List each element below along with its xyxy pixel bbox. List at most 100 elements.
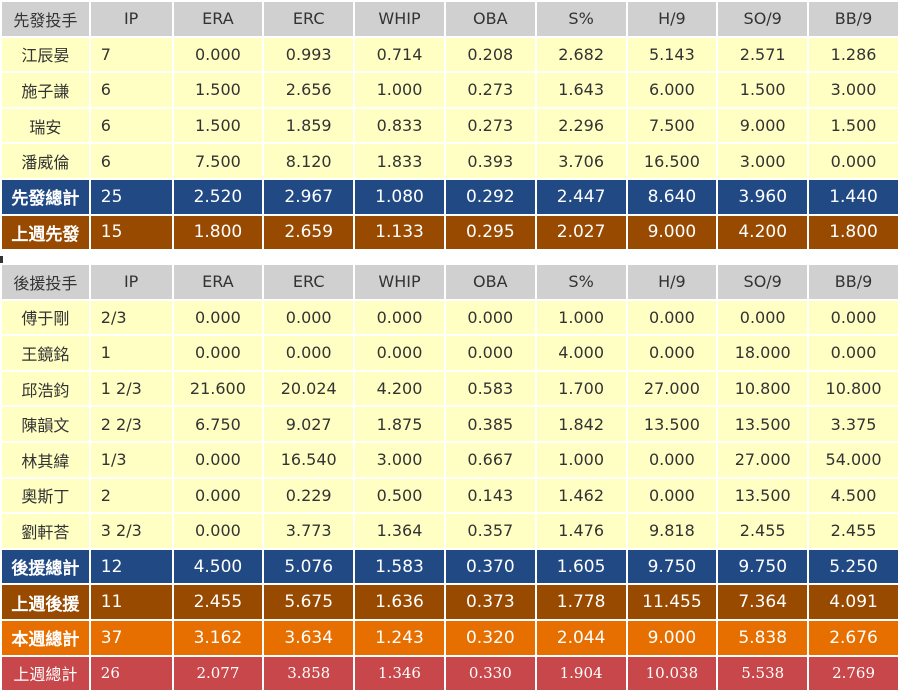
stat-cell: BB/9 — [809, 2, 898, 36]
stat-cell: 1.286 — [809, 37, 898, 72]
stat-cell: 15 — [90, 215, 172, 250]
stat-cell: 1.080 — [355, 179, 444, 214]
stat-cell: 0.000 — [718, 300, 808, 335]
stat-cell: 0.357 — [445, 514, 535, 548]
stat-cell: 13.500 — [718, 478, 808, 513]
stat-cell: 7.500 — [627, 108, 717, 143]
table-row: 施子謙 6 1.500 2.656 1.000 0.273 1.643 6.000 1.500 3… — [2, 73, 898, 107]
relievers-header-row: 後援投手 IP ERA ERC WHIP OBA S% H/9 SO/9 BB/9 — [2, 265, 898, 299]
last-week-total-row: 上週總計 26 2.077 3.858 1.346 0.330 1.904 10.038 5.5… — [2, 656, 898, 691]
relievers-total-row: 後援總計 12 4.500 5.076 1.583 0.370 1.605 9.750 9.75… — [2, 549, 898, 584]
stat-cell: 3 2/3 — [90, 514, 172, 548]
stat-cell: 11 — [90, 585, 172, 619]
stat-cell: 1.833 — [355, 144, 444, 178]
stat-cell: ERA — [173, 2, 263, 36]
relievers-last-week-row: 上週後援 11 2.455 5.675 1.636 0.373 1.778 11.455 7.3… — [2, 585, 898, 619]
stat-cell: 2.296 — [536, 108, 626, 143]
stat-cell: 11.455 — [627, 585, 717, 619]
player-name-cell: 林其緯 — [2, 442, 89, 477]
stat-cell: 1.346 — [355, 656, 444, 691]
stat-cell: 1.500 — [173, 108, 263, 143]
stat-cell: 2.676 — [809, 620, 898, 655]
starters-last-week-row: 上週先發 15 1.800 2.659 1.133 0.295 2.027 9.000 4.20… — [2, 215, 898, 250]
stat-cell: 3.960 — [718, 179, 808, 214]
stat-cell: 6 — [90, 144, 172, 178]
stat-cell: 0.993 — [264, 37, 354, 72]
stat-cell: 2 — [90, 478, 172, 513]
relievers-table: 後援投手 IP ERA ERC WHIP OBA S% H/9 SO/9 BB/9 傅于剛 2/3 0.… — [0, 263, 900, 692]
stat-cell: 0.000 — [173, 300, 263, 335]
stat-cell: IP — [90, 2, 172, 36]
player-name-cell: 傅于剛 — [2, 300, 89, 335]
player-name-cell: 上週總計 — [2, 656, 89, 691]
stat-cell: 0.500 — [355, 478, 444, 513]
stat-cell: 0.000 — [173, 514, 263, 548]
stat-cell: WHIP — [355, 2, 444, 36]
stat-cell: 16.540 — [264, 442, 354, 477]
stat-cell: 0.000 — [627, 442, 717, 477]
stat-cell: 0.370 — [445, 549, 535, 584]
player-name-cell: 上週後援 — [2, 585, 89, 619]
player-name-cell: 先發總計 — [2, 179, 89, 214]
stat-cell: 1.364 — [355, 514, 444, 548]
stat-cell: 0.143 — [445, 478, 535, 513]
stat-cell: 1.500 — [718, 73, 808, 107]
stat-cell: 18.000 — [718, 336, 808, 370]
week-total-row: 本週總計 37 3.162 3.634 1.243 0.320 2.044 9.000 5.83… — [2, 620, 898, 655]
stat-cell: 1.800 — [809, 215, 898, 250]
stat-cell: S% — [536, 2, 626, 36]
stat-cell: 0.273 — [445, 73, 535, 107]
stat-cell: 1.583 — [355, 549, 444, 584]
stat-cell: 3.000 — [809, 73, 898, 107]
stat-cell: WHIP — [355, 265, 444, 299]
stat-cell: 2.967 — [264, 179, 354, 214]
stat-cell: 0.000 — [264, 300, 354, 335]
stat-cell: 2.520 — [173, 179, 263, 214]
stat-cell: 0.000 — [445, 336, 535, 370]
stat-cell: 1.904 — [536, 656, 626, 691]
stat-cell: 0.583 — [445, 371, 535, 406]
stat-cell: 0.000 — [355, 336, 444, 370]
stat-cell: 26 — [90, 656, 172, 691]
player-name-cell: 上週先發 — [2, 215, 89, 250]
stat-cell: 1.133 — [355, 215, 444, 250]
stat-cell: 7.364 — [718, 585, 808, 619]
stat-cell: 0.330 — [445, 656, 535, 691]
stat-cell: 0.000 — [264, 336, 354, 370]
stat-cell: 8.640 — [627, 179, 717, 214]
stat-cell: 9.750 — [718, 549, 808, 584]
stat-cell: 2 2/3 — [90, 407, 172, 441]
stat-cell: 1.636 — [355, 585, 444, 619]
stat-cell: 1.700 — [536, 371, 626, 406]
stat-cell: 3.706 — [536, 144, 626, 178]
table-row: 邱浩鈞 1 2/3 21.600 20.024 4.200 0.583 1.700 27.00… — [2, 371, 898, 406]
stat-cell: 10.800 — [718, 371, 808, 406]
stat-cell: SO/9 — [718, 2, 808, 36]
stat-cell: 20.024 — [264, 371, 354, 406]
stat-cell: 0.000 — [173, 37, 263, 72]
stat-cell: H/9 — [627, 2, 717, 36]
stat-cell: 10.038 — [627, 656, 717, 691]
stat-cell: 4.500 — [809, 478, 898, 513]
stat-cell: 2.571 — [718, 37, 808, 72]
stat-cell: 6.750 — [173, 407, 263, 441]
stat-cell: 0.000 — [173, 336, 263, 370]
stat-cell: OBA — [445, 265, 535, 299]
stat-cell: BB/9 — [809, 265, 898, 299]
stat-cell: 9.818 — [627, 514, 717, 548]
stat-cell: ERA — [173, 265, 263, 299]
stat-cell: 1.500 — [173, 73, 263, 107]
stat-cell: 3.634 — [264, 620, 354, 655]
player-name-cell: 邱浩鈞 — [2, 371, 89, 406]
player-name-cell: 潘威倫 — [2, 144, 89, 178]
stat-cell: 13.500 — [718, 407, 808, 441]
stat-cell: 5.076 — [264, 549, 354, 584]
stat-cell: 2.455 — [809, 514, 898, 548]
player-name-cell: 本週總計 — [2, 620, 89, 655]
stat-cell: 0.320 — [445, 620, 535, 655]
stat-cell: 1.243 — [355, 620, 444, 655]
stat-cell: 9.750 — [627, 549, 717, 584]
stat-cell: 1.875 — [355, 407, 444, 441]
stat-cell: 1.440 — [809, 179, 898, 214]
stat-cell: S% — [536, 265, 626, 299]
